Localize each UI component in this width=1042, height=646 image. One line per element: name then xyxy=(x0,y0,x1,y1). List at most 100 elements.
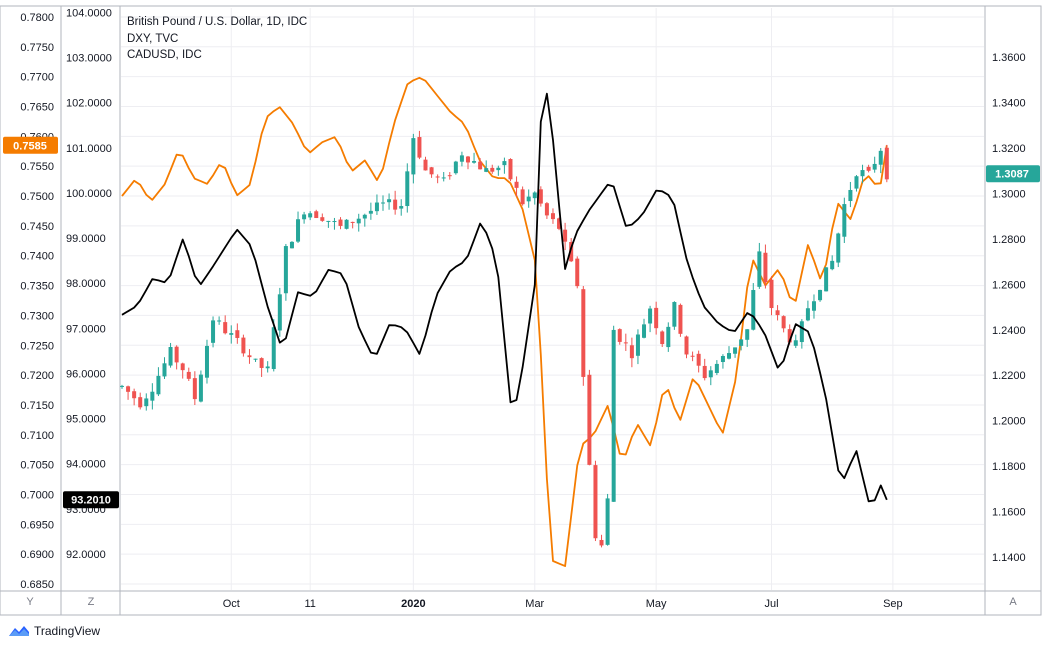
candle-body xyxy=(429,167,434,175)
candle-body xyxy=(235,330,240,338)
candle-body xyxy=(605,498,610,545)
candle-body xyxy=(344,219,349,229)
candle-body xyxy=(854,176,859,189)
candle-body xyxy=(745,329,750,340)
candle-body xyxy=(848,189,853,202)
candle-body xyxy=(648,308,653,324)
candle-body xyxy=(581,289,586,377)
svg-text:0.7585: 0.7585 xyxy=(13,140,47,152)
candle-body xyxy=(629,345,634,359)
candle-body xyxy=(842,204,847,237)
candle-body xyxy=(138,397,143,408)
candle-body xyxy=(617,329,622,342)
candle-body xyxy=(763,252,768,283)
candle-body xyxy=(514,181,519,188)
y-scale-button[interactable]: Y xyxy=(26,596,34,608)
candle-body xyxy=(338,219,343,226)
candle-body xyxy=(144,398,149,407)
candle-body xyxy=(253,358,258,360)
candle-body xyxy=(587,374,592,465)
cadusd-tick-label: 0.7400 xyxy=(20,251,54,263)
candle-body xyxy=(635,334,640,356)
time-tick-label: Sep xyxy=(883,598,903,610)
candle-body xyxy=(387,199,392,203)
dxy-tick-label: 94.0000 xyxy=(66,459,106,471)
gbpusd-tick-label: 1.2400 xyxy=(992,325,1026,337)
candle-body xyxy=(520,189,525,205)
dxy-layer xyxy=(121,92,888,503)
candle-body xyxy=(496,167,501,171)
candle-body xyxy=(690,355,695,357)
dxy-tick-label: 92.0000 xyxy=(66,549,106,561)
z-scale-button[interactable]: Z xyxy=(88,596,95,608)
candle-body xyxy=(435,176,440,178)
candle-body xyxy=(818,289,823,301)
legend-dxy[interactable]: DXY, TVC xyxy=(127,33,178,45)
candle-body xyxy=(672,302,677,327)
time-tick-label: 11 xyxy=(304,598,315,610)
candle-body xyxy=(326,220,331,222)
candle-body xyxy=(180,363,185,371)
legend-cadusd[interactable]: CADUSD, IDC xyxy=(127,49,202,61)
candle-body xyxy=(362,214,367,219)
auto-scale-button[interactable]: A xyxy=(1009,596,1017,608)
candle-body xyxy=(805,308,810,321)
candle-body xyxy=(247,355,252,358)
time-tick-label: Oct xyxy=(223,598,240,610)
gbpusd-tick-label: 1.3000 xyxy=(992,188,1026,200)
candle-body xyxy=(884,147,889,180)
candle-body xyxy=(502,161,507,166)
candle-body xyxy=(277,294,282,331)
cadusd-tick-label: 0.7700 xyxy=(20,72,54,84)
candle-body xyxy=(769,279,774,309)
time-axis: Oct 11 2020 Mar May Jul Sep xyxy=(223,598,903,610)
candle-body xyxy=(702,365,707,379)
candle-body xyxy=(186,371,191,379)
cadusd-tick-label: 0.7650 xyxy=(20,101,54,113)
candle-body xyxy=(126,386,131,392)
candle-body xyxy=(666,326,671,348)
cadusd-tick-label: 0.7350 xyxy=(20,281,54,293)
candle-body xyxy=(204,345,209,378)
cadusd-tick-label: 0.7450 xyxy=(20,221,54,233)
candle-body xyxy=(217,320,222,322)
dxy-tick-label: 98.0000 xyxy=(66,278,106,290)
candle-body xyxy=(751,290,756,330)
candle-body xyxy=(526,196,531,202)
candle-body xyxy=(241,337,246,354)
dxy-tick-label: 100.0000 xyxy=(66,188,112,200)
candle-body xyxy=(399,206,404,209)
candle-body xyxy=(714,363,719,374)
gbpusd-candles xyxy=(120,130,889,548)
candle-body xyxy=(544,203,549,216)
cadusd-tick-label: 0.7800 xyxy=(20,12,54,24)
candle-body xyxy=(708,370,713,378)
candle-body xyxy=(332,221,337,223)
plot-frame xyxy=(0,5,1042,616)
legend-gbpusd[interactable]: British Pound / U.S. Dollar, 1D, IDC xyxy=(127,16,307,28)
candle-body xyxy=(350,221,355,223)
candle-body xyxy=(302,214,307,220)
cadusd-tick-label: 0.7500 xyxy=(20,191,54,203)
candle-body xyxy=(720,356,725,363)
candle-body xyxy=(132,391,137,399)
candle-body xyxy=(757,251,762,287)
brand-footer[interactable]: TradingView xyxy=(8,624,100,638)
cadusd-axis: 0.78000.77500.77000.76500.76000.75500.75… xyxy=(20,12,54,591)
candle-body xyxy=(739,339,744,346)
cadusd-tick-label: 0.7550 xyxy=(20,161,54,173)
candle-body xyxy=(223,322,228,334)
cadusd-last-badge: 0.7585 xyxy=(3,136,58,154)
candle-body xyxy=(836,233,841,263)
gbpusd-tick-label: 1.2000 xyxy=(992,416,1026,428)
candle-body xyxy=(417,137,422,158)
candle-body xyxy=(465,156,470,163)
candle-body xyxy=(447,175,452,177)
dxy-axis: 104.0000 103.0000 102.0000 101.0000 100.0000… xyxy=(66,8,112,561)
candle-body xyxy=(642,324,647,338)
candle-body xyxy=(490,167,495,172)
candle-body xyxy=(696,353,701,366)
gbpusd-tick-label: 1.2200 xyxy=(992,370,1026,382)
candle-body xyxy=(775,310,780,316)
candle-body xyxy=(508,159,513,180)
